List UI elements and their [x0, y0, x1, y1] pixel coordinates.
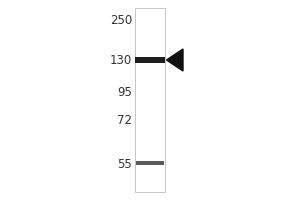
Bar [135, 8, 165, 192]
Text: 72: 72 [117, 114, 132, 127]
Bar [135, 58, 165, 62]
Polygon shape [167, 49, 183, 71]
Text: 250: 250 [110, 14, 132, 26]
Text: 130: 130 [110, 53, 132, 66]
Bar [136, 161, 164, 165]
Text: 55: 55 [117, 158, 132, 170]
Text: 95: 95 [117, 86, 132, 98]
